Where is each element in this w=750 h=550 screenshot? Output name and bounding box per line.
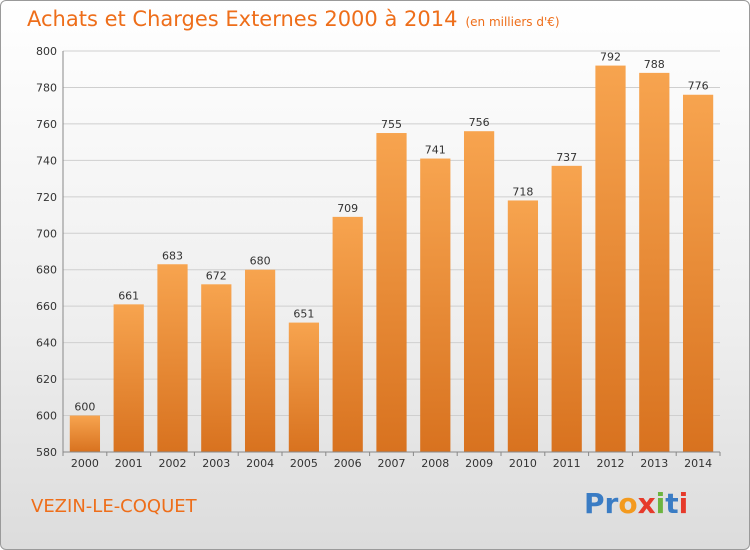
y-tick-label: 660 [36, 300, 57, 313]
x-tick-label: 2009 [465, 457, 493, 470]
bars: 600 661 683 672 680 651 709 755 741 756 718 737 792 7… [69, 51, 714, 453]
bar [113, 304, 144, 452]
x-tick-label: 2010 [509, 457, 537, 470]
y-tick-label: 600 [36, 410, 57, 423]
y-tick-label: 640 [36, 337, 57, 350]
bar [332, 216, 363, 452]
bar-value-label: 788 [644, 58, 665, 71]
y-tick-label: 680 [36, 264, 57, 277]
bar [507, 200, 539, 452]
bar-value-label: 792 [600, 51, 621, 64]
bar-value-label: 672 [206, 269, 227, 282]
y-tick-label: 800 [36, 45, 57, 58]
y-tick-label: 780 [36, 81, 57, 94]
chart-subtitle: (en milliers d'€) [465, 15, 560, 29]
x-tick-label: 2004 [246, 457, 274, 470]
bar-value-label: 776 [688, 80, 709, 93]
y-tick-label: 700 [36, 227, 57, 240]
bar-value-label: 683 [162, 249, 183, 262]
x-tick-label: 2008 [421, 457, 449, 470]
x-tick-label: 2001 [115, 457, 143, 470]
bar-value-label: 755 [381, 118, 402, 131]
bar [639, 72, 670, 452]
bar [551, 165, 582, 452]
x-tick-label: 2012 [597, 457, 625, 470]
bar [376, 133, 407, 453]
y-tick-label: 620 [36, 373, 57, 386]
bar [682, 94, 714, 452]
bar-value-label: 651 [293, 308, 314, 321]
bar [157, 264, 188, 452]
bar [288, 322, 320, 452]
x-tick-label: 2006 [334, 457, 362, 470]
bar-value-label: 600 [74, 401, 95, 414]
bar [69, 415, 101, 452]
x-tick-label: 2007 [378, 457, 406, 470]
bar-value-label: 680 [250, 255, 271, 268]
bar-value-label: 756 [469, 116, 490, 129]
y-tick-label: 760 [36, 118, 57, 131]
x-tick-label: 2005 [290, 457, 318, 470]
bar-value-label: 737 [556, 151, 577, 164]
y-tick-label: 720 [36, 191, 57, 204]
bar [201, 284, 232, 452]
y-tick-label: 580 [36, 446, 57, 459]
bar-value-label: 709 [337, 202, 358, 215]
bar-value-label: 741 [425, 144, 446, 157]
axes: 580 600 620 640 660 680 700 720 740 760 780 800 2000… [36, 45, 721, 470]
x-tick-label: 2002 [159, 457, 187, 470]
x-tick-label: 2014 [684, 457, 712, 470]
bar-value-label: 661 [118, 289, 139, 302]
bar [244, 269, 276, 452]
chart-title: Achats et Charges Externes 2000 à 2014 (e… [27, 7, 560, 31]
x-tick-label: 2000 [71, 457, 99, 470]
x-tick-label: 2011 [553, 457, 581, 470]
chart-title-text: Achats et Charges Externes 2000 à 2014 [27, 7, 458, 31]
y-tick-label: 740 [36, 154, 57, 167]
proxiti-logo: Proxiti [584, 487, 689, 520]
bar [463, 131, 495, 452]
bar [420, 158, 451, 453]
bar [595, 65, 626, 452]
bar-value-label: 718 [512, 185, 533, 198]
x-tick-label: 2013 [640, 457, 668, 470]
x-tick-label: 2003 [202, 457, 230, 470]
town-name: VEZIN-LE-COQUET [31, 496, 197, 517]
